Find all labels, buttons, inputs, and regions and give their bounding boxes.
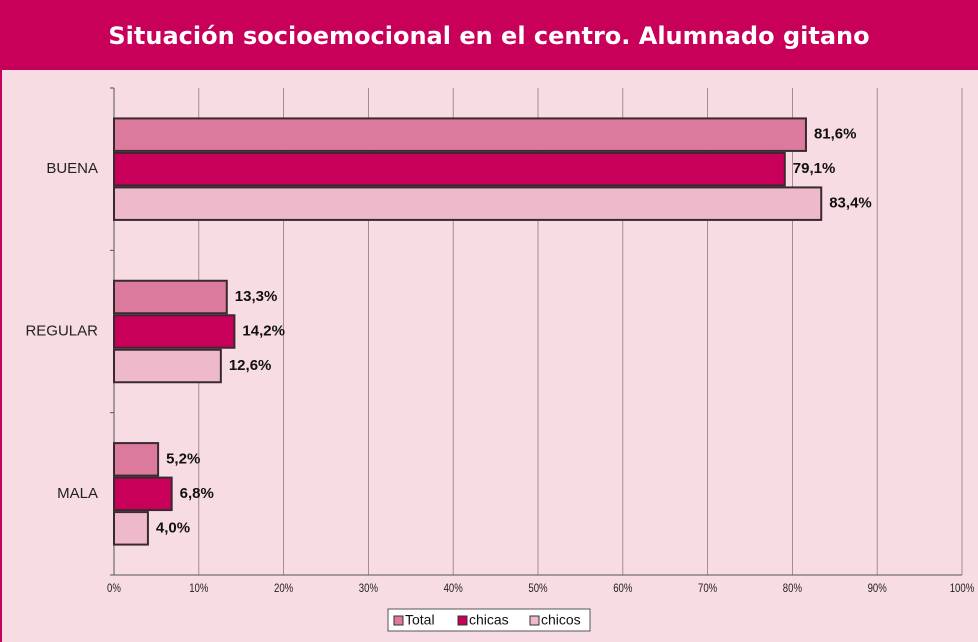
x-tick-label: 0% xyxy=(107,582,121,595)
legend-label: chicos xyxy=(541,612,581,628)
y-tick-label: MALA xyxy=(57,485,98,502)
bar xyxy=(113,117,807,152)
x-tick-label: 10% xyxy=(189,582,209,595)
x-tick-label: 60% xyxy=(613,582,633,595)
x-tick-label: 20% xyxy=(274,582,294,595)
x-tick-label: 80% xyxy=(783,582,803,595)
bar xyxy=(113,511,149,546)
value-label: 4,0% xyxy=(156,519,190,536)
y-tick-label: BUENA xyxy=(46,160,98,177)
value-label: 81,6% xyxy=(814,126,857,143)
value-label: 14,2% xyxy=(242,322,285,339)
legend-swatch xyxy=(457,615,468,626)
bar xyxy=(113,151,786,187)
bar xyxy=(113,442,160,477)
bar xyxy=(113,348,222,384)
y-tick-label: REGULAR xyxy=(25,322,98,339)
title-bar xyxy=(0,0,978,70)
bar xyxy=(113,314,236,349)
value-label: 6,8% xyxy=(180,485,214,502)
x-tick-label: 30% xyxy=(359,582,379,595)
value-label: 13,3% xyxy=(235,288,278,305)
legend-label: Total xyxy=(405,612,435,628)
bar xyxy=(113,279,228,315)
legend-label: chicas xyxy=(469,612,509,628)
value-label: 79,1% xyxy=(793,160,836,177)
legend-swatch xyxy=(393,615,404,626)
x-tick-label: 40% xyxy=(444,582,464,595)
value-label: 5,2% xyxy=(166,450,200,467)
x-tick-label: 90% xyxy=(868,582,888,595)
bar xyxy=(113,186,823,221)
x-tick-label: 50% xyxy=(528,582,548,595)
bar xyxy=(113,476,173,512)
x-tick-label: 70% xyxy=(698,582,718,595)
legend-swatch xyxy=(529,615,540,626)
chart-title: Situación socioemocional en el centro. A… xyxy=(108,22,869,50)
value-label: 83,4% xyxy=(829,195,872,212)
value-label: 12,6% xyxy=(229,357,272,374)
x-tick-label: 100% xyxy=(950,582,975,595)
